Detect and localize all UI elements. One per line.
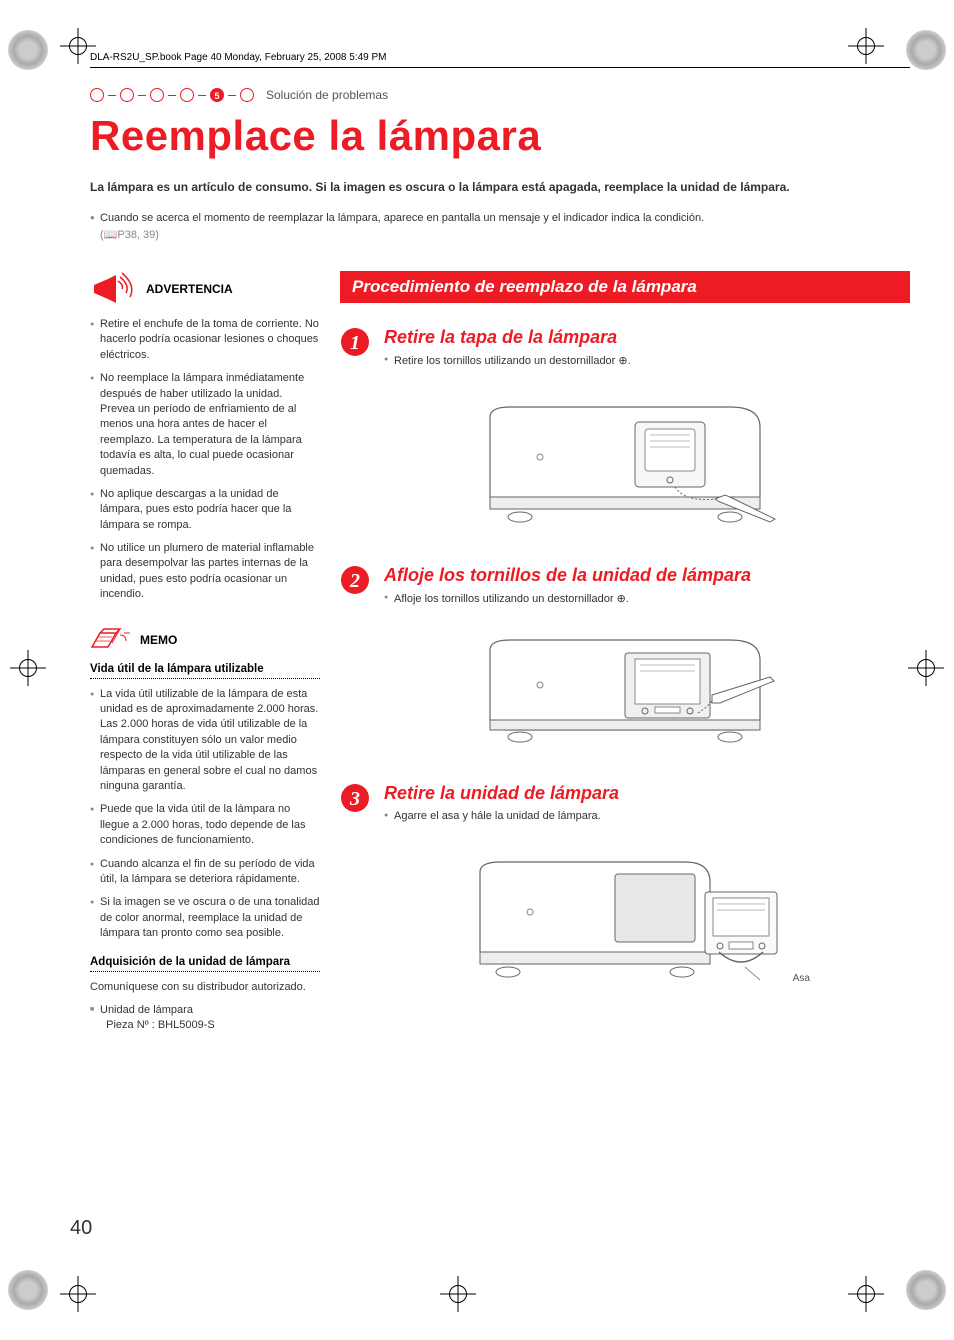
warning-item: Retire el enchufe de la toma de corrient… [90, 317, 320, 363]
left-column: ADVERTENCIA Retire el enchufe de la toma… [90, 271, 320, 1034]
step-bullet: Afloje los tornillos utilizando un desto… [384, 592, 910, 605]
warning-header: ADVERTENCIA [90, 271, 320, 307]
warning-item: No reemplace la lámpara inmédiatamente d… [90, 371, 320, 479]
procedure-header: Procedimiento de reemplazo de la lámpara [340, 271, 910, 303]
nav-dot [240, 88, 254, 102]
step-1-diagram [450, 387, 800, 537]
warning-item: No utilice un plumero de material inflam… [90, 541, 320, 603]
part-line: Unidad de lámpara Pieza Nº : BHL5009-S [90, 1003, 320, 1034]
step-number-icon: 3 [340, 783, 370, 813]
book-header-line: DLA-RS2U_SP.book Page 40 Monday, Februar… [90, 50, 910, 68]
intro-bold: La lámpara es un artículo de consumo. Si… [90, 178, 910, 196]
page-title: Reemplace la lámpara [90, 112, 910, 160]
memo-subtitle-2: Adquisición de la unidad de lámpara [90, 956, 320, 972]
step-title: Afloje los tornillos de la unidad de lám… [384, 565, 910, 586]
reg-mark-bl [60, 1276, 96, 1312]
step-3-diagram: Asa [450, 842, 800, 1002]
crop-circle-tl [8, 30, 48, 70]
step-bullet: Retire los tornillos utilizando un desto… [384, 354, 910, 367]
page-ref: (📖P38, 39) [100, 229, 159, 241]
step-title: Retire la tapa de la lámpara [384, 327, 910, 348]
crop-circle-bl [8, 1270, 48, 1310]
reg-mark-br [848, 1276, 884, 1312]
step-1: 1 Retire la tapa de la lámpara Retire lo… [340, 327, 910, 377]
nav-dot [90, 88, 104, 102]
reg-mark-ml [10, 650, 46, 686]
step-title: Retire la unidad de lámpara [384, 783, 910, 804]
page-content: DLA-RS2U_SP.book Page 40 Monday, Februar… [90, 50, 910, 1034]
memo-item: Si la imagen se ve oscura o de una tonal… [90, 895, 320, 941]
memo-subtitle-1: Vida útil de la lámpara utilizable [90, 663, 320, 679]
svg-text:3: 3 [349, 788, 360, 810]
section-label: Solución de problemas [266, 88, 388, 102]
part-label: Unidad de lámpara [100, 1004, 193, 1016]
step-number-icon: 1 [340, 327, 370, 357]
svg-text:1: 1 [350, 332, 360, 354]
step-2: 2 Afloje los tornillos de la unidad de l… [340, 565, 910, 615]
memo-icon [90, 627, 132, 653]
right-column: Procedimiento de reemplazo de la lámpara… [340, 271, 910, 1034]
crop-circle-br [906, 1270, 946, 1310]
memo-label: MEMO [140, 633, 177, 647]
memo-item: Puede que la vida útil de la lámpara no … [90, 802, 320, 848]
warning-item: No aplique descargas a la unidad de lámp… [90, 487, 320, 533]
step-3: 3 Retire la unidad de lámpara Agarre el … [340, 783, 910, 832]
nav-dot [120, 88, 134, 102]
page-number: 40 [70, 1217, 92, 1240]
asa-label: Asa [793, 973, 810, 984]
memo-header: MEMO [90, 627, 320, 653]
megaphone-icon [90, 271, 138, 307]
intro-bullet-text: Cuando se acerca el momento de reemplaza… [100, 212, 704, 224]
nav-dot [150, 88, 164, 102]
warning-label: ADVERTENCIA [146, 282, 233, 296]
section-nav: 5 Solución de problemas [90, 88, 910, 102]
step-bullet: Agarre el asa y hále la unidad de lámpar… [384, 810, 910, 822]
intro-bullet: Cuando se acerca el momento de reemplaza… [90, 210, 910, 243]
svg-text:2: 2 [349, 570, 360, 592]
nav-dot [180, 88, 194, 102]
reg-mark-bc [440, 1276, 476, 1312]
memo-item: La vida útil utilizable de la lámpara de… [90, 687, 320, 795]
crop-circle-tr [906, 30, 946, 70]
step-2-diagram [450, 625, 800, 755]
nav-dot-active: 5 [210, 88, 224, 102]
reg-mark-mr [908, 650, 944, 686]
memo-contact-text: Comuníquese con su distribudor autorizad… [90, 980, 320, 995]
part-number: Pieza Nº : BHL5009-S [106, 1019, 215, 1031]
memo-item: Cuando alcanza el fin de su período de v… [90, 857, 320, 888]
step-number-icon: 2 [340, 565, 370, 595]
